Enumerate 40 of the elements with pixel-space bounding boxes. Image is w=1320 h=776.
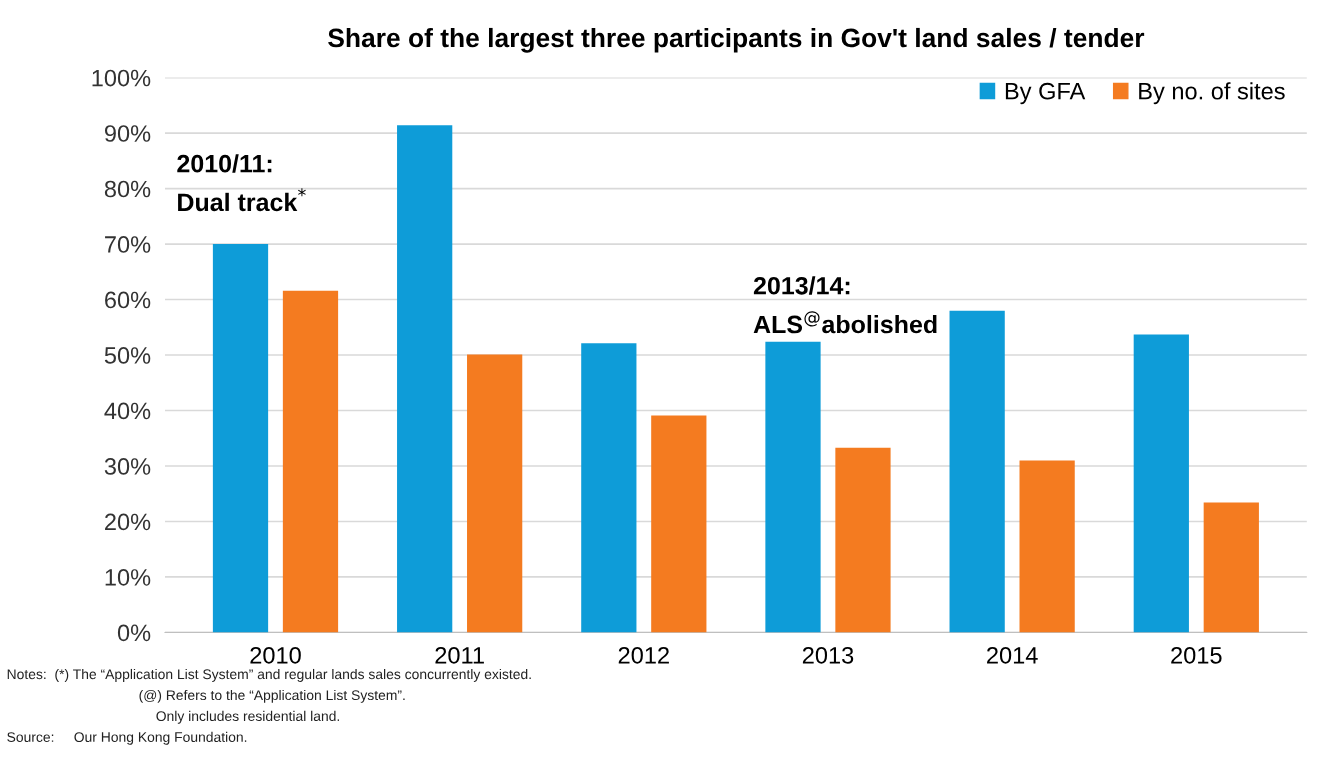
text: Only includes residential land. <box>156 710 340 724</box>
y-tick-label: 30% <box>104 458 151 475</box>
annotation: 2010/11: <box>177 154 272 173</box>
bar <box>949 310 1005 633</box>
y-tick-label: 0% <box>117 624 151 642</box>
annotation: ALS$^{@}$abolished <box>753 311 937 334</box>
x-tick-label: 2010 <box>250 646 301 664</box>
bar <box>397 125 453 633</box>
legend-label: By GFA <box>1005 82 1086 105</box>
bar <box>467 354 523 633</box>
source-note: Source: Our Hong Kong Foundation. <box>7 731 247 745</box>
x-tick-label: 2012 <box>618 646 669 664</box>
bar <box>835 447 891 633</box>
x-tick-label: 2015 <box>1171 646 1222 664</box>
legend-label: By no. of sites <box>1139 82 1285 105</box>
y-tick-label: 60% <box>105 291 151 309</box>
bar <box>765 341 821 633</box>
annotation: 2013/14: <box>753 276 850 295</box>
x-tick-label: 2011 <box>435 646 484 664</box>
y-tick-label: 70% <box>105 236 151 253</box>
x-tick-label: 2014 <box>987 646 1038 664</box>
x-tick-label: 2013 <box>802 646 854 664</box>
y-tick-label: 100% <box>92 69 151 87</box>
bar <box>212 244 269 633</box>
chart-title: Share of the largest three participants in Gov't land sales / tender <box>328 27 1145 53</box>
y-tick-label: 80% <box>104 180 151 198</box>
y-tick-label: 10% <box>105 569 151 586</box>
bar <box>1019 460 1075 633</box>
y-tick-label: 50% <box>104 347 151 364</box>
y-tick-label: 40% <box>104 402 151 420</box>
bar <box>581 343 637 633</box>
text: Notes: (*) The “Application List System” and regular lands sales concurrently existed. <box>7 668 531 682</box>
bar <box>282 290 339 633</box>
bar <box>1133 334 1189 633</box>
bar <box>651 415 707 633</box>
y-tick-label: 90% <box>104 125 151 142</box>
text: (@) Refers to the “Application List System”. <box>139 689 405 703</box>
annotation: Dual track$^{*}$ <box>178 188 306 212</box>
y-tick-label: 20% <box>105 513 151 531</box>
bar <box>1203 502 1259 633</box>
